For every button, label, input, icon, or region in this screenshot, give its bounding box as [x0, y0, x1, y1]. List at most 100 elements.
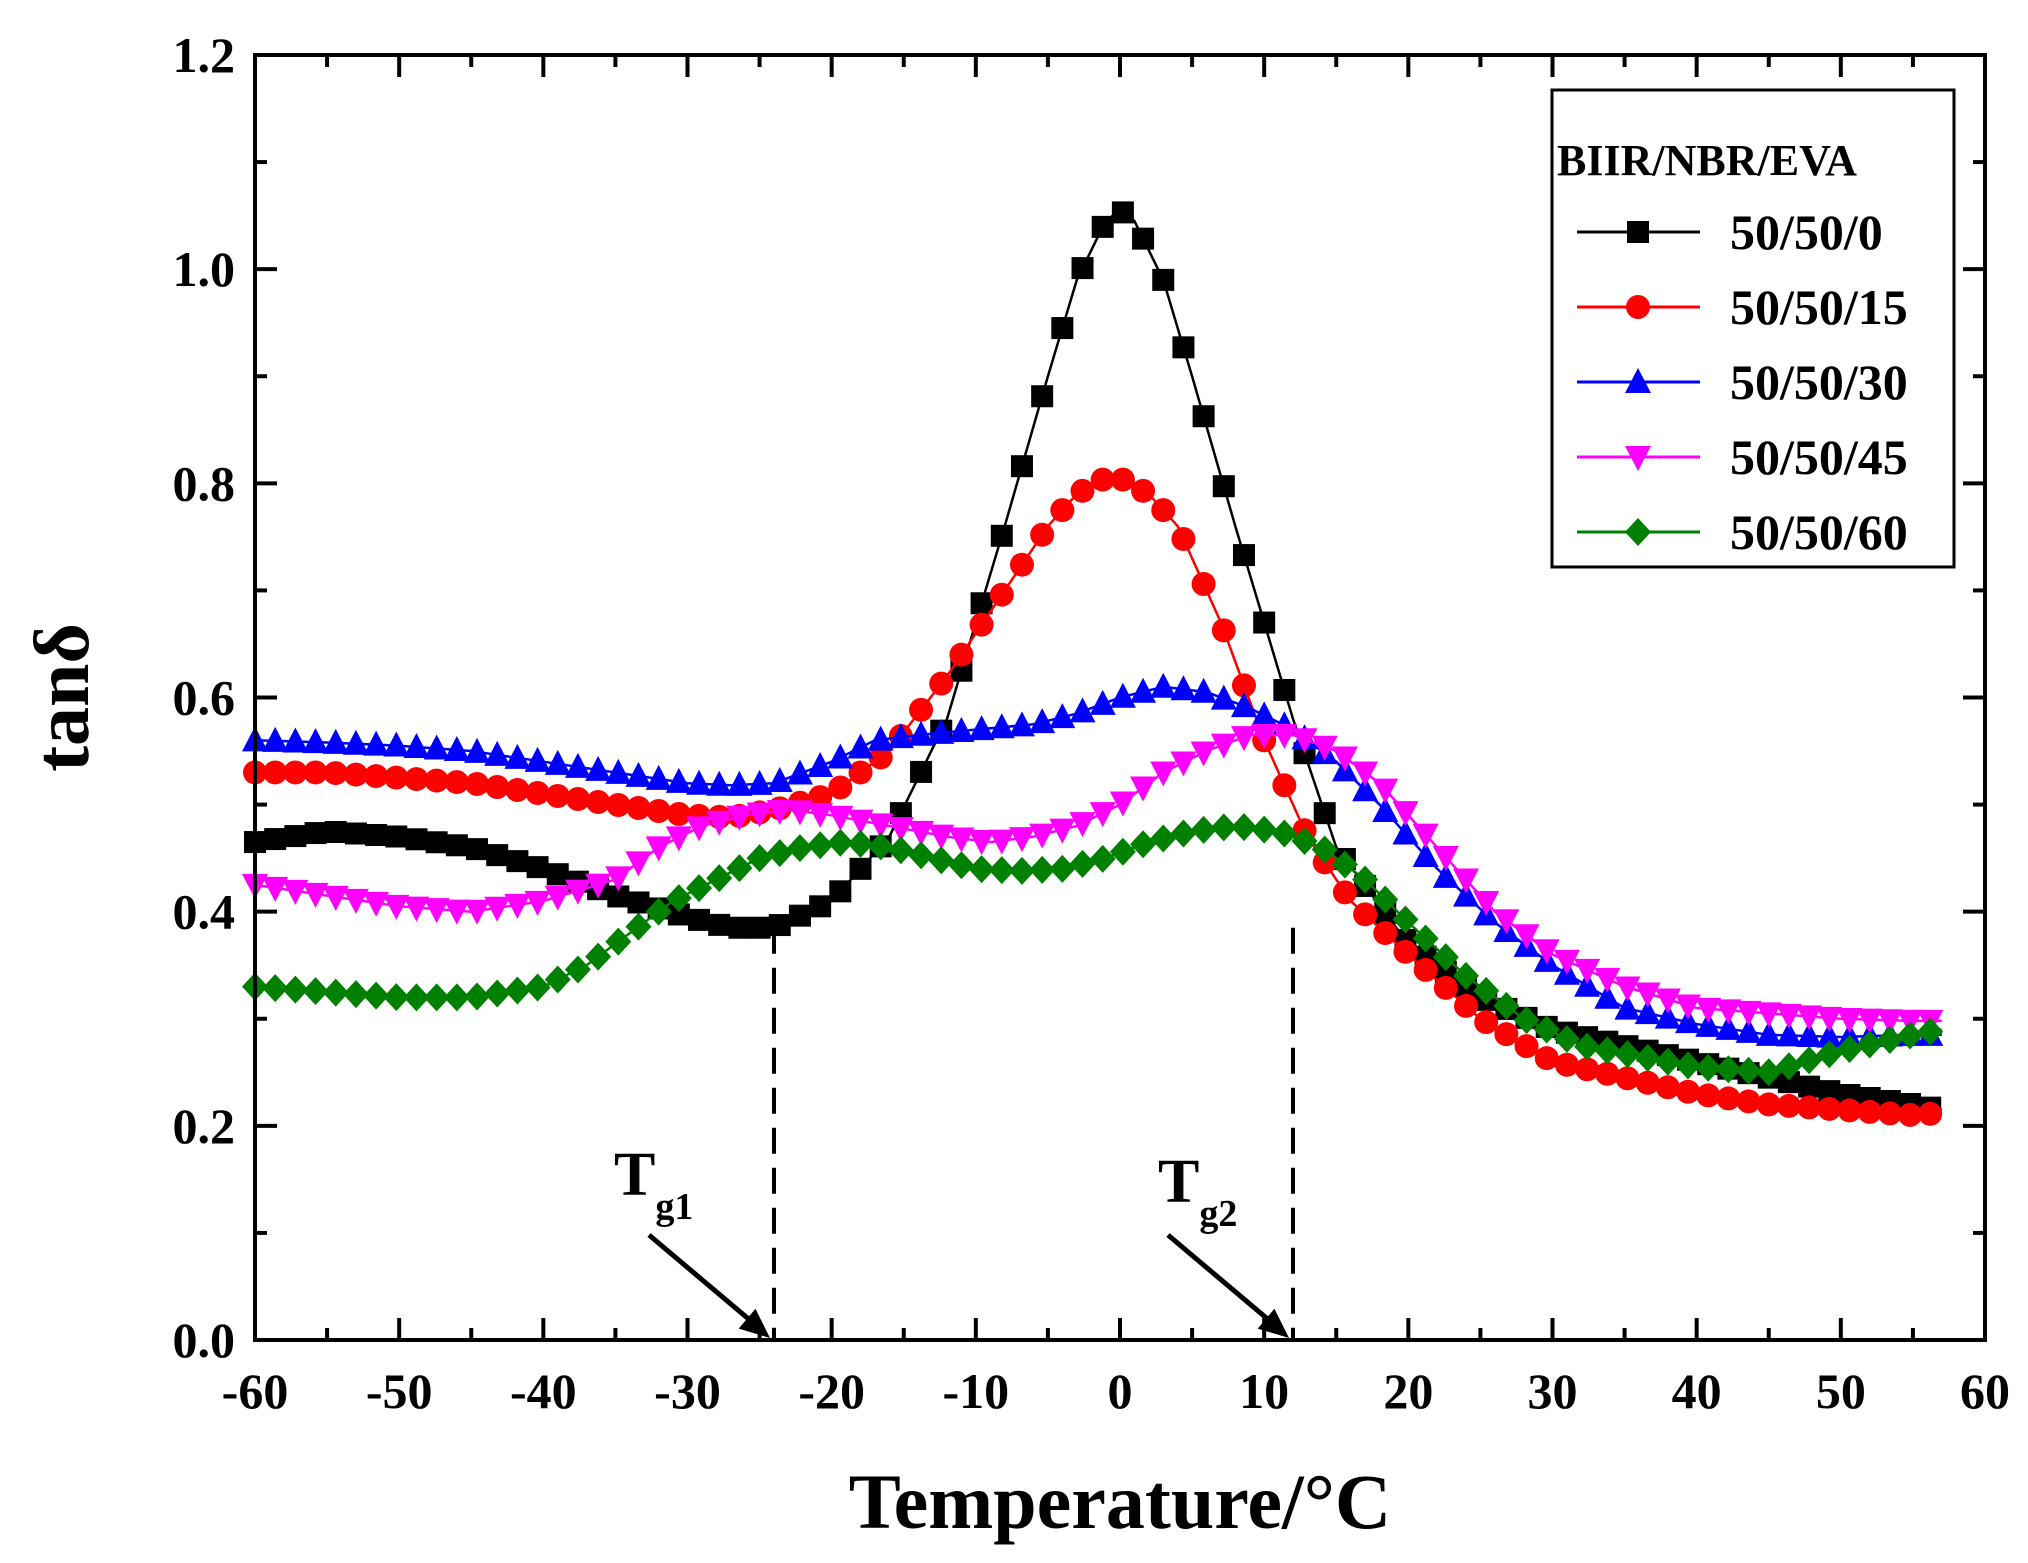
data-point — [1775, 1052, 1802, 1081]
data-point — [324, 820, 347, 843]
data-point — [1574, 971, 1601, 997]
data-point — [1755, 1002, 1782, 1028]
data-point — [1615, 1066, 1640, 1091]
data-point — [1513, 1006, 1540, 1035]
data-point — [322, 978, 349, 1007]
data-point — [544, 749, 571, 775]
data-point — [1069, 812, 1096, 838]
data-point — [323, 761, 348, 786]
data-point — [425, 831, 448, 854]
data-point — [1152, 268, 1175, 291]
data-point — [1151, 498, 1176, 523]
data-point — [928, 718, 955, 744]
data-point — [988, 829, 1015, 855]
data-point — [645, 764, 672, 790]
data-point — [1635, 1070, 1660, 1095]
data-point — [887, 817, 914, 843]
data-point — [586, 790, 611, 815]
data-point — [867, 813, 894, 839]
data-point — [1818, 1080, 1841, 1103]
data-point — [1109, 791, 1136, 817]
x-tick-label: 0 — [1108, 1363, 1133, 1419]
legend-label: 50/50/0 — [1730, 204, 1883, 260]
data-point — [1413, 957, 1438, 982]
data-point — [1756, 1092, 1781, 1117]
data-point — [443, 735, 470, 761]
legend-marker — [1625, 446, 1651, 471]
data-point — [726, 770, 753, 796]
data-point — [484, 740, 511, 766]
data-point — [1392, 819, 1419, 845]
data-point — [1170, 819, 1197, 848]
data-point — [1897, 1021, 1924, 1050]
data-point — [1050, 498, 1075, 523]
data-point — [424, 768, 449, 793]
annotation-tg1: Tg1 — [614, 927, 776, 1340]
data-point — [1695, 1011, 1722, 1037]
data-point — [1837, 1098, 1862, 1123]
data-point — [1735, 1017, 1762, 1043]
data-point — [524, 890, 551, 916]
y-tick-label: 0.2 — [173, 1098, 236, 1154]
data-point — [766, 800, 793, 826]
x-tick-label: -10 — [943, 1363, 1010, 1419]
data-point — [1735, 1000, 1762, 1026]
data-point — [545, 784, 570, 809]
data-point — [465, 772, 490, 797]
data-point — [1594, 967, 1621, 993]
data-point — [625, 851, 652, 877]
data-point — [405, 828, 428, 851]
data-point — [1634, 999, 1661, 1025]
x-axis-title: Temperature/°C — [849, 1458, 1391, 1545]
data-point — [1311, 835, 1338, 864]
x-tick-label: -20 — [798, 1363, 865, 1419]
data-point — [1594, 983, 1621, 1009]
data-point — [1816, 1022, 1843, 1048]
data-point — [1273, 679, 1296, 702]
data-point — [1655, 1075, 1680, 1100]
data-point — [444, 770, 469, 795]
data-point — [1210, 813, 1237, 842]
data-point — [1817, 1096, 1842, 1121]
data-point — [988, 856, 1015, 885]
data-point — [1373, 921, 1398, 946]
data-point — [1494, 1022, 1519, 1047]
data-point — [585, 755, 612, 781]
data-point — [1132, 227, 1155, 250]
data-point — [423, 734, 450, 760]
series-50-50-45-line — [254, 733, 1942, 1023]
data-point — [748, 916, 771, 939]
data-point — [1051, 317, 1074, 340]
data-point — [646, 799, 671, 824]
data-point — [827, 743, 854, 769]
annotation-tg1-arrow-head — [738, 1308, 770, 1338]
data-point — [1453, 961, 1479, 990]
data-point — [1352, 865, 1379, 894]
data-point — [1392, 905, 1419, 934]
legend-label: 50/50/45 — [1730, 429, 1908, 485]
data-point — [1453, 868, 1479, 894]
data-point — [1253, 611, 1276, 634]
data-point — [1836, 1034, 1863, 1063]
data-point — [968, 855, 995, 884]
data-point — [1372, 778, 1399, 804]
data-point — [1230, 726, 1257, 752]
data-point — [383, 983, 410, 1012]
x-tick-label: 10 — [1239, 1363, 1289, 1419]
data-point — [1412, 924, 1439, 953]
data-point — [829, 880, 852, 903]
data-point — [1150, 761, 1177, 787]
data-point — [827, 828, 854, 857]
data-point — [1574, 1032, 1601, 1061]
data-point — [1029, 708, 1056, 734]
data-point — [667, 903, 690, 926]
data-point — [1089, 689, 1116, 715]
data-point — [1150, 672, 1177, 698]
data-point — [1211, 618, 1236, 643]
data-point — [848, 760, 873, 785]
data-point — [1533, 939, 1560, 965]
data-point — [302, 977, 329, 1006]
data-point — [908, 841, 935, 870]
data-point — [1715, 1014, 1742, 1040]
data-point — [1210, 733, 1237, 759]
